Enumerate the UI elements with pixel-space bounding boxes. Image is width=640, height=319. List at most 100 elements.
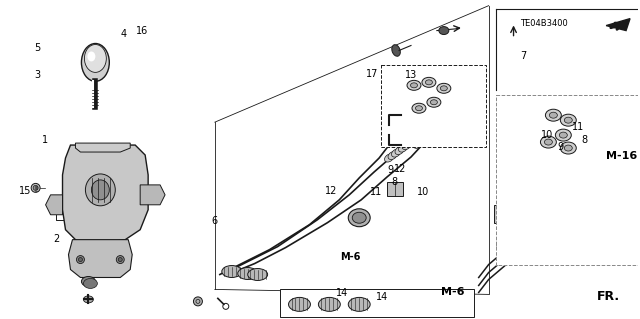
Ellipse shape	[426, 80, 433, 85]
Ellipse shape	[88, 51, 95, 62]
Ellipse shape	[543, 135, 554, 145]
Bar	[280, 289, 474, 317]
Ellipse shape	[409, 137, 418, 145]
Ellipse shape	[79, 257, 83, 262]
Ellipse shape	[412, 134, 422, 142]
Ellipse shape	[556, 129, 572, 141]
Ellipse shape	[81, 277, 95, 286]
Bar	[387, 182, 403, 196]
Text: 14: 14	[336, 288, 348, 298]
Text: 10: 10	[417, 187, 429, 197]
Ellipse shape	[555, 123, 566, 133]
Ellipse shape	[193, 297, 202, 306]
Ellipse shape	[83, 296, 93, 303]
Ellipse shape	[222, 265, 242, 278]
Ellipse shape	[388, 152, 397, 160]
Ellipse shape	[440, 86, 447, 91]
Ellipse shape	[534, 144, 545, 154]
Ellipse shape	[116, 256, 124, 263]
Ellipse shape	[81, 43, 109, 81]
Text: TE04B3400: TE04B3400	[520, 19, 568, 28]
Ellipse shape	[289, 297, 310, 311]
Ellipse shape	[417, 136, 429, 146]
Polygon shape	[76, 143, 130, 152]
Ellipse shape	[561, 117, 572, 127]
Ellipse shape	[589, 109, 602, 120]
Ellipse shape	[540, 255, 547, 261]
Ellipse shape	[545, 109, 561, 121]
Ellipse shape	[564, 145, 572, 151]
Ellipse shape	[600, 101, 612, 112]
Ellipse shape	[546, 132, 557, 142]
Ellipse shape	[407, 80, 421, 90]
Ellipse shape	[85, 174, 115, 206]
Text: M-16: M-16	[606, 151, 637, 161]
Ellipse shape	[564, 114, 575, 124]
Ellipse shape	[433, 128, 445, 138]
Ellipse shape	[531, 147, 541, 157]
Ellipse shape	[31, 183, 40, 192]
Text: M-6: M-6	[442, 287, 465, 297]
Text: 1: 1	[42, 136, 49, 145]
Ellipse shape	[237, 268, 258, 279]
Ellipse shape	[439, 26, 449, 34]
Text: 15: 15	[19, 186, 31, 196]
Text: 8: 8	[392, 177, 397, 187]
Ellipse shape	[570, 108, 580, 118]
Text: 12: 12	[394, 164, 406, 174]
Ellipse shape	[416, 131, 425, 140]
Text: 10: 10	[541, 130, 554, 140]
Ellipse shape	[460, 114, 473, 124]
Ellipse shape	[549, 112, 557, 118]
Ellipse shape	[593, 106, 605, 117]
Text: 9: 9	[558, 142, 564, 152]
Ellipse shape	[557, 134, 570, 145]
Text: 5: 5	[35, 43, 41, 53]
Text: 8: 8	[581, 136, 588, 145]
Ellipse shape	[452, 118, 465, 128]
Text: FR.: FR.	[596, 290, 620, 303]
Ellipse shape	[431, 100, 437, 105]
Ellipse shape	[395, 146, 404, 155]
Ellipse shape	[437, 83, 451, 93]
Ellipse shape	[564, 117, 572, 123]
Bar	[493, 205, 508, 223]
Ellipse shape	[83, 278, 97, 288]
Ellipse shape	[385, 154, 394, 162]
Text: 16: 16	[136, 26, 148, 36]
Text: 3: 3	[35, 70, 41, 80]
Ellipse shape	[392, 149, 401, 157]
Ellipse shape	[436, 126, 449, 136]
Ellipse shape	[420, 134, 433, 144]
Ellipse shape	[92, 180, 109, 200]
Ellipse shape	[550, 140, 563, 151]
Ellipse shape	[596, 103, 608, 115]
Text: 17: 17	[366, 69, 378, 79]
Text: 14: 14	[376, 292, 388, 302]
Ellipse shape	[559, 132, 567, 138]
Ellipse shape	[444, 122, 457, 132]
Polygon shape	[63, 145, 148, 249]
Ellipse shape	[84, 45, 106, 72]
Ellipse shape	[464, 112, 477, 122]
Text: 11: 11	[572, 122, 584, 132]
Ellipse shape	[564, 129, 577, 140]
Polygon shape	[45, 195, 63, 215]
Text: 4: 4	[120, 29, 126, 39]
Text: 12: 12	[324, 186, 337, 196]
Polygon shape	[606, 19, 630, 31]
Ellipse shape	[248, 269, 268, 280]
Ellipse shape	[415, 106, 422, 111]
Ellipse shape	[561, 131, 573, 143]
Ellipse shape	[76, 256, 84, 263]
Ellipse shape	[427, 97, 441, 107]
Text: 9: 9	[388, 165, 394, 175]
Ellipse shape	[413, 138, 426, 148]
Ellipse shape	[440, 124, 453, 134]
Ellipse shape	[422, 78, 436, 87]
Ellipse shape	[423, 127, 432, 135]
Ellipse shape	[424, 132, 437, 142]
Ellipse shape	[547, 143, 559, 154]
Ellipse shape	[540, 136, 556, 148]
Text: 7: 7	[520, 51, 527, 61]
